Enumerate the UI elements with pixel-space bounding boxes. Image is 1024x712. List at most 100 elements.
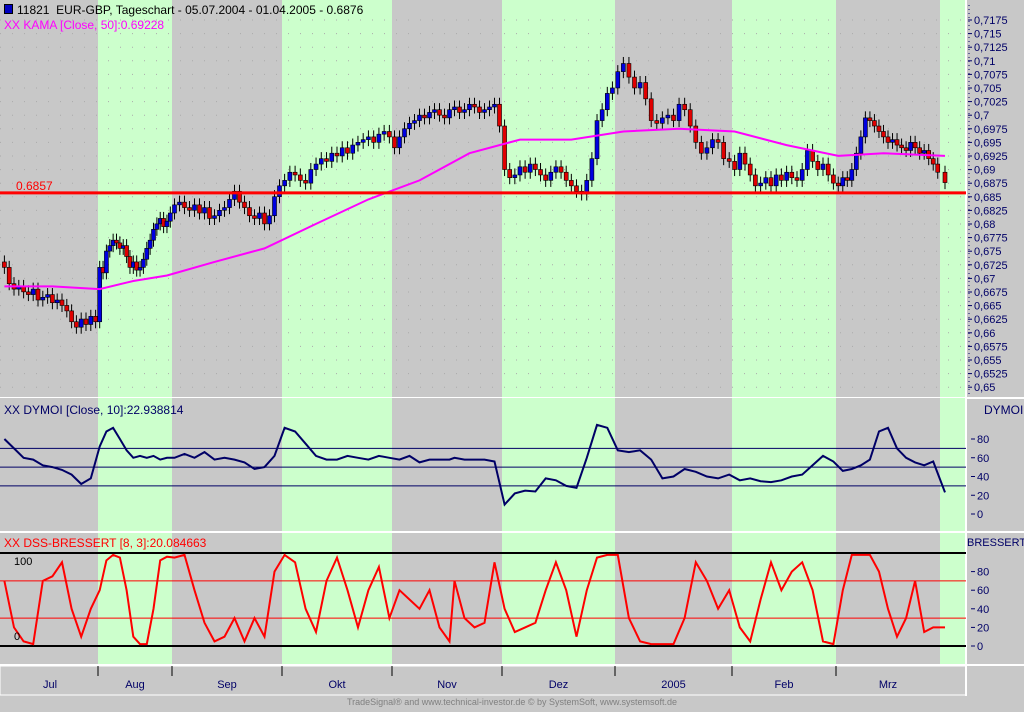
candle-body <box>177 201 182 206</box>
candle-body <box>599 109 605 121</box>
price-tick-label: 0,69 <box>974 165 995 177</box>
candle-body <box>921 150 927 154</box>
candle-body <box>643 82 648 100</box>
month-band <box>502 398 615 531</box>
candle-body <box>835 182 841 187</box>
candle <box>758 176 763 193</box>
tick-label: 20 <box>977 490 989 502</box>
candle-body <box>402 128 407 138</box>
candle <box>324 152 329 168</box>
candle <box>50 288 55 310</box>
candle-body <box>558 166 564 173</box>
candle-body <box>277 185 282 198</box>
candle-body <box>574 185 579 192</box>
candle-body <box>2 261 7 268</box>
month-band <box>732 0 836 397</box>
candle <box>387 124 392 144</box>
candle-body <box>222 207 227 211</box>
candle <box>935 157 941 179</box>
candle <box>894 133 900 152</box>
candle <box>452 100 457 117</box>
candle <box>147 233 153 255</box>
candle-body <box>763 177 769 184</box>
candle <box>917 141 922 160</box>
candle-body <box>141 258 146 268</box>
candle <box>569 173 574 193</box>
candle <box>141 252 146 274</box>
candle <box>849 162 855 187</box>
candle <box>282 173 287 193</box>
candle-body <box>903 147 909 151</box>
price-tick-label: 0,6825 <box>974 205 1008 217</box>
candle-body <box>930 158 936 165</box>
candle <box>517 160 523 182</box>
candle <box>177 195 182 212</box>
candle <box>784 165 789 187</box>
candle-body <box>151 229 156 241</box>
candle <box>794 171 800 187</box>
candle-body <box>366 136 371 140</box>
candle-body <box>517 166 523 176</box>
candle-body <box>447 109 452 119</box>
candle-body <box>88 316 94 325</box>
candle <box>40 290 46 307</box>
candle <box>247 201 252 223</box>
candle-body <box>881 131 886 138</box>
candle-body <box>442 114 447 119</box>
price-tick-label: 0,7125 <box>974 42 1008 54</box>
candle-body <box>699 142 704 154</box>
candle-body <box>272 196 277 217</box>
month-label: Jul <box>43 679 57 691</box>
candle <box>472 97 477 114</box>
candle <box>615 65 621 95</box>
candle-body <box>83 318 89 325</box>
candle <box>360 133 366 149</box>
candle-body <box>885 136 891 143</box>
candle-body <box>397 136 402 149</box>
candle-body <box>345 147 350 154</box>
candle-body <box>427 112 432 119</box>
price-tick-label: 0,68 <box>974 219 995 231</box>
candle <box>599 103 605 128</box>
candle-body <box>917 147 922 154</box>
candle <box>292 165 298 182</box>
candle-body <box>522 166 528 173</box>
candle <box>107 239 113 258</box>
candle-body <box>908 142 913 151</box>
month-band <box>502 533 615 664</box>
tick-label: 60 <box>977 585 989 597</box>
candle-body <box>502 125 507 170</box>
candle-body <box>134 261 139 271</box>
month-label: 2005 <box>661 679 685 691</box>
month-label: Nov <box>437 679 457 691</box>
candle-body <box>799 169 805 181</box>
candle-body <box>935 163 941 173</box>
candle-body <box>563 171 569 181</box>
candle-body <box>810 150 815 162</box>
candle <box>648 92 654 128</box>
month-label: Sep <box>217 679 237 691</box>
candle-body <box>371 136 376 143</box>
candle <box>124 239 129 264</box>
candle-body <box>104 250 109 274</box>
chart-title: 11821 EUR-GBP, Tageschart - 05.07.2004 -… <box>4 3 363 17</box>
month-bands <box>0 0 1024 696</box>
candle-legend-icon <box>4 4 13 14</box>
candle-body <box>69 310 74 323</box>
price-tick-label: 0,66 <box>974 328 995 340</box>
candle-body <box>339 147 345 157</box>
candle <box>574 179 579 198</box>
candle-body <box>758 182 763 187</box>
price-tick-label: 0,7025 <box>974 97 1008 109</box>
candle <box>835 176 841 193</box>
candle <box>45 288 50 304</box>
candle <box>538 162 543 182</box>
month-band <box>940 533 966 664</box>
candle <box>182 195 187 215</box>
tick-label: 40 <box>977 604 989 616</box>
candle <box>267 209 272 231</box>
candle-body <box>742 152 748 165</box>
candle-body <box>381 131 387 135</box>
candle <box>69 304 74 329</box>
stoch-label: XX DSS-BRESSERT [8, 3]:20.084663 <box>4 536 207 550</box>
